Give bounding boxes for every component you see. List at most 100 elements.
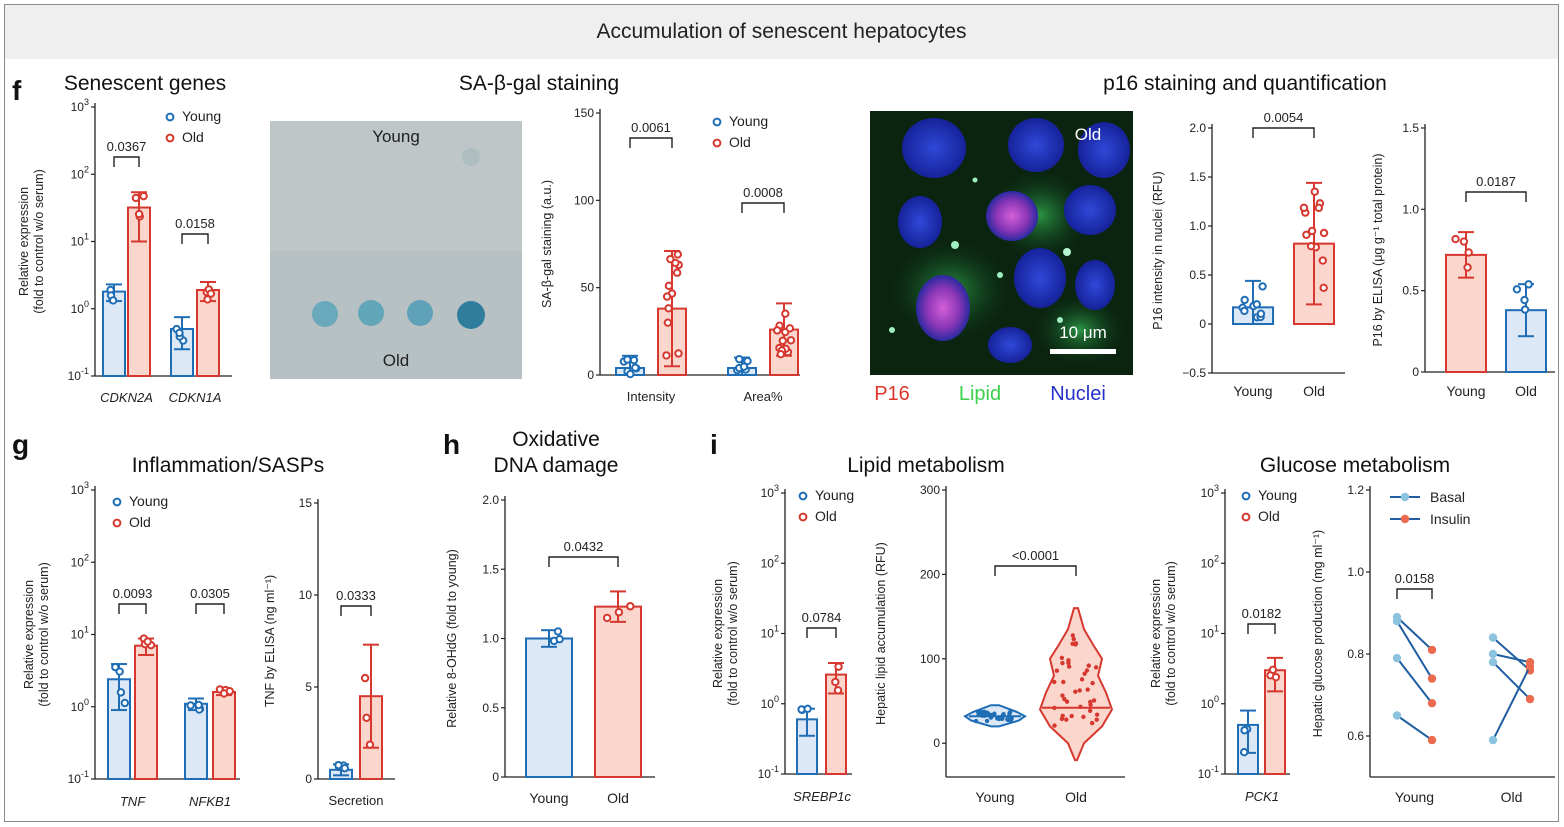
paired-line [1396, 714, 1433, 741]
y-axis-label: Relative expression [711, 579, 725, 688]
p-value-label: 0.0061 [631, 120, 671, 135]
bar-old [594, 605, 642, 779]
significance-bracket [629, 137, 673, 148]
legend-marker [165, 112, 175, 122]
data-point [111, 662, 120, 672]
x-category-label: Intensity [627, 389, 676, 404]
x-category-label: Young [975, 789, 1014, 805]
p-value-label: 0.0367 [107, 139, 147, 154]
x-category-label: Old [1065, 789, 1087, 805]
data-point [1062, 696, 1067, 702]
legend-label: Basal [1430, 489, 1465, 505]
data-point [1060, 660, 1065, 666]
data-point [1052, 679, 1057, 685]
data-point [1094, 712, 1100, 717]
y-tick-label: 1.0 [482, 632, 499, 646]
data-point [626, 602, 635, 611]
data-point [735, 354, 744, 364]
legend-marker [712, 138, 722, 148]
data-point [786, 336, 796, 345]
data-point [116, 688, 126, 697]
y-tick-label: 10 [299, 588, 313, 602]
x-category-label: PCK1 [1245, 789, 1279, 804]
data-point [1070, 633, 1076, 638]
p-value-label: 0.0182 [1242, 606, 1282, 621]
y-axis-label: Hepatic glucose production (mg ml⁻¹) [1311, 530, 1325, 737]
data-point [1052, 723, 1057, 728]
panel-title-glucose: Glucose metabolism [1260, 454, 1450, 477]
channel-label-nuclei: Nuclei [1050, 383, 1106, 405]
panel-title-inflammation: Inflammation/SASPs [132, 454, 325, 477]
significance-bracket [548, 556, 619, 567]
panel-title-senescent-genes: Senescent genes [64, 72, 226, 95]
significance-bracket [118, 603, 147, 614]
micro-condition-label: Old [1075, 125, 1101, 144]
paired-line [1396, 616, 1433, 651]
data-point [629, 355, 639, 365]
point-insulin [1427, 645, 1437, 655]
data-point [1318, 256, 1327, 265]
panel-title-p16: p16 staining and quantification [1103, 72, 1387, 95]
panel-letter-i: i [710, 429, 718, 460]
y-tick-label: −0.5 [1182, 366, 1206, 380]
data-point [1464, 248, 1473, 257]
y-tick-label: 0.5 [482, 701, 499, 715]
data-point [360, 673, 370, 683]
sagal-old-label: Old [383, 351, 409, 370]
data-point [1085, 687, 1090, 692]
data-point [1064, 717, 1069, 722]
sagal-young-label: Young [372, 127, 420, 146]
data-point [739, 362, 749, 371]
significance-bracket [181, 233, 209, 244]
y-tick-label: 1.0 [1189, 219, 1206, 233]
y-tick-label: 0 [1199, 317, 1206, 331]
point-insulin [1427, 674, 1437, 683]
legend-label: Young [182, 108, 221, 124]
data-point [1240, 295, 1249, 305]
paired-line [1492, 636, 1531, 672]
panel-title-lipid: Lipid metabolism [847, 454, 1005, 477]
data-point [1087, 708, 1093, 713]
data-point [984, 712, 989, 717]
legend-marker [1400, 492, 1410, 502]
figure-frame [4, 4, 1559, 822]
data-point [362, 713, 371, 723]
data-point [1524, 280, 1533, 289]
data-point [663, 318, 673, 327]
y-tick-label: 101 [1201, 624, 1219, 641]
data-point [1306, 241, 1316, 251]
data-point [672, 268, 682, 277]
data-point [1073, 689, 1078, 694]
y-axis-label: P16 intensity in nuclei (RFU) [1151, 171, 1165, 329]
y-tick-label: 101 [71, 232, 89, 249]
y-tick-label: 1.0 [1402, 202, 1419, 216]
channel-label-p16: P16 [874, 383, 910, 405]
data-point [776, 349, 786, 359]
x-category-label: Old [1515, 383, 1537, 399]
data-point [1078, 704, 1083, 710]
panel-letter-f: f [12, 75, 22, 106]
y-tick-label: 102 [1201, 553, 1219, 570]
x-category-label: Old [1501, 789, 1523, 805]
paired-line [1396, 657, 1433, 704]
legend-label: Young [129, 493, 168, 509]
data-point [134, 209, 144, 219]
y-axis-label: Relative expression [22, 580, 36, 689]
bar-old [134, 644, 158, 780]
data-point [1256, 309, 1266, 318]
data-point [553, 627, 563, 636]
significance-bracket [994, 565, 1077, 576]
y-tick-label: 2.0 [482, 493, 499, 507]
data-point [1302, 230, 1311, 239]
p-value-label: 0.0093 [113, 586, 153, 601]
y-tick-label: 0 [492, 770, 499, 784]
y-tick-label: 10-1 [758, 764, 779, 781]
point-basal [1488, 658, 1498, 667]
p-value-label: 0.0187 [1476, 174, 1516, 189]
data-point [1059, 655, 1065, 661]
data-point [365, 740, 375, 749]
data-point [778, 336, 787, 345]
x-category-label: Old [607, 790, 629, 806]
legend-label: Young [1258, 487, 1297, 503]
data-point [1094, 717, 1099, 722]
